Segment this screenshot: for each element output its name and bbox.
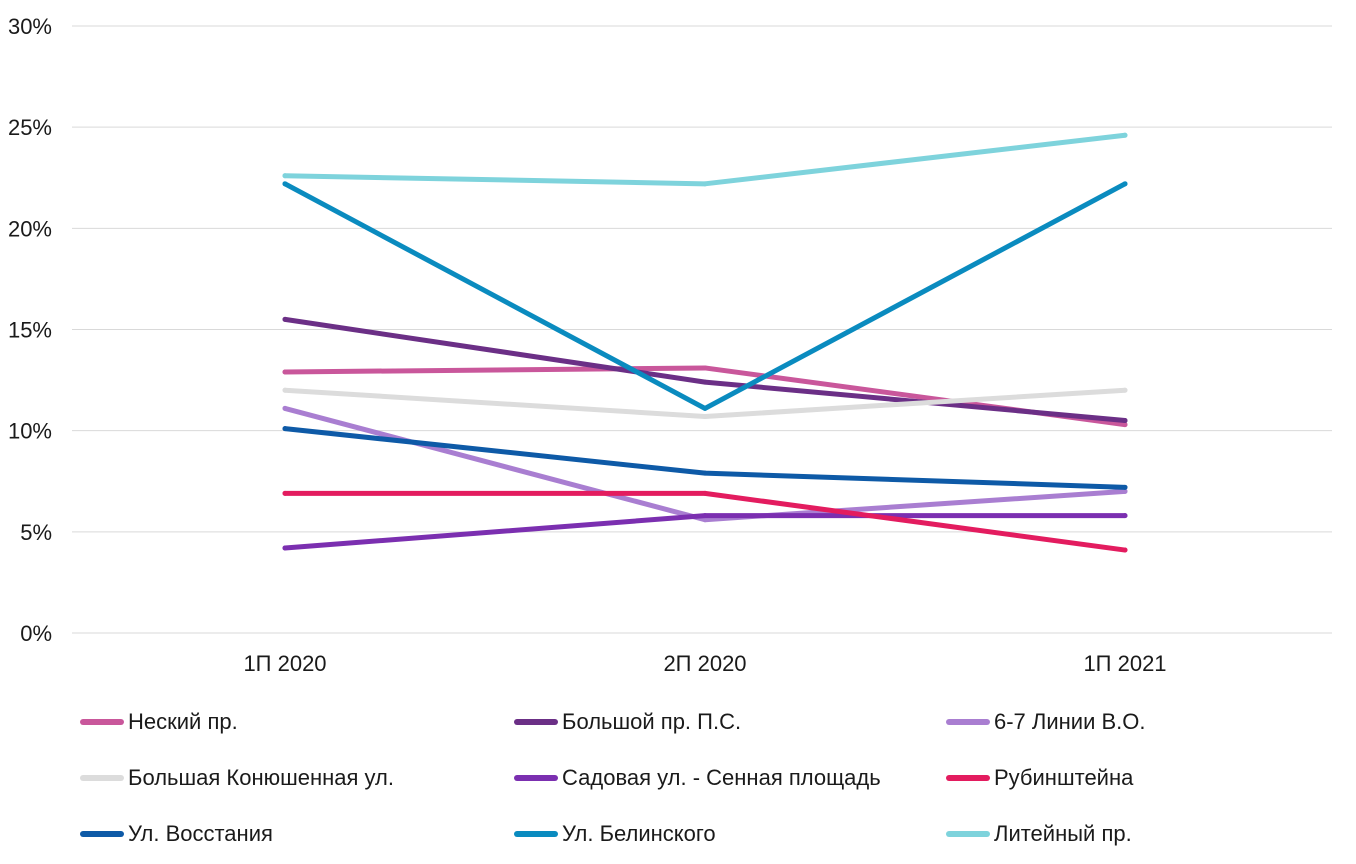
x-tick-label: 1П 2020 [243, 651, 326, 676]
legend-item: Неский пр. [80, 707, 238, 737]
y-tick-label: 30% [8, 14, 52, 39]
data-point [282, 545, 288, 551]
data-point [282, 490, 288, 496]
data-point [1122, 181, 1128, 187]
x-axis: 1П 2020 2П 2020 1П 2021 [243, 651, 1166, 676]
legend-item: Ул. Белинского [514, 819, 716, 849]
data-point [1122, 132, 1128, 138]
legend-label: Садовая ул. - Сенная площадь [562, 765, 881, 790]
data-point [282, 387, 288, 393]
legend-swatch [946, 831, 990, 837]
legend-label: Неский пр. [128, 709, 238, 734]
data-point [1122, 547, 1128, 553]
x-tick-label: 2П 2020 [663, 651, 746, 676]
data-point [702, 365, 708, 371]
data-point [702, 513, 708, 519]
legend-swatch [514, 719, 558, 725]
data-point [702, 517, 708, 523]
legend-swatch [946, 719, 990, 725]
data-point [282, 405, 288, 411]
y-tick-label: 15% [8, 318, 52, 343]
data-point [1122, 418, 1128, 424]
series-lines [282, 132, 1128, 553]
series-line [282, 132, 1128, 187]
y-tick-label: 25% [8, 115, 52, 140]
legend-item: Литейный пр. [946, 819, 1132, 849]
y-tick-label: 0% [20, 621, 52, 646]
data-point [702, 181, 708, 187]
legend-swatch [80, 831, 124, 837]
y-tick-label: 5% [20, 520, 52, 545]
legend-label: Большой пр. П.С. [562, 709, 742, 734]
legend-swatch [80, 719, 124, 725]
legend-swatch [80, 775, 124, 781]
legend: Неский пр. Большой пр. П.С. 6-7 Линии В.О.… [0, 700, 1356, 864]
data-point [282, 316, 288, 322]
legend-label: 6-7 Линии В.О. [994, 709, 1146, 734]
series-line [282, 181, 1128, 411]
data-point [1122, 488, 1128, 494]
legend-item: 6-7 Линии В.О. [946, 707, 1146, 737]
legend-item: Садовая ул. - Сенная площадь [514, 763, 881, 793]
series-line [282, 405, 1128, 523]
series-line [282, 387, 1128, 420]
data-point [702, 490, 708, 496]
data-point [702, 405, 708, 411]
data-point [1122, 387, 1128, 393]
legend-label: Литейный пр. [994, 821, 1132, 846]
legend-label: Ул. Восстания [128, 821, 273, 846]
x-tick-label: 1П 2021 [1083, 651, 1166, 676]
series-line [282, 426, 1128, 490]
data-point [702, 379, 708, 385]
legend-item: Большой пр. П.С. [514, 707, 741, 737]
data-point [1122, 484, 1128, 490]
legend-item: Рубинштейна [946, 763, 1133, 793]
data-point [282, 426, 288, 432]
legend-label: Ул. Белинского [562, 821, 716, 846]
legend-swatch [514, 831, 558, 837]
data-point [1122, 422, 1128, 428]
y-tick-label: 20% [8, 216, 52, 241]
data-point [1122, 513, 1128, 519]
data-point [282, 181, 288, 187]
data-point [702, 470, 708, 476]
line-chart: 0%5%10%15%20%25%30% 1П 2020 2П 2020 1П 202… [8, 14, 1332, 676]
gridlines [72, 25, 1332, 634]
legend-item: Большая Конюшенная ул. [80, 763, 394, 793]
legend-swatch [514, 775, 558, 781]
legend-swatch [946, 775, 990, 781]
data-point [282, 173, 288, 179]
legend-label: Большая Конюшенная ул. [128, 765, 395, 790]
legend-label: Рубинштейна [994, 765, 1134, 790]
y-axis: 0% 5% 10% 15% 20% 25% 30% [8, 14, 52, 646]
y-tick-label: 10% [8, 419, 52, 444]
data-point [702, 414, 708, 420]
data-point [282, 369, 288, 375]
legend-item: Ул. Восстания [80, 819, 273, 849]
